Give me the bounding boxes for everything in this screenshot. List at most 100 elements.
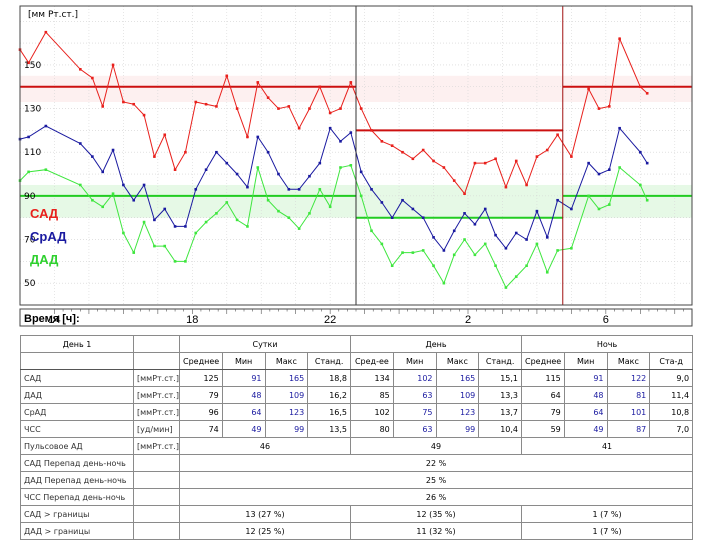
table-cell: 16,2 [307, 386, 352, 404]
data-point [184, 260, 187, 263]
data-point [421, 148, 425, 152]
data-point [525, 264, 528, 268]
data-point [256, 81, 260, 84]
data-point [225, 74, 229, 78]
table-cell: 99 [435, 420, 480, 438]
table-cell: 102 [392, 369, 437, 387]
row-unit: [ммРт.ст.] [133, 437, 180, 455]
table-cell: 63 [392, 386, 437, 404]
data-point [370, 229, 373, 233]
data-point [163, 207, 167, 211]
legend-sad: САД [30, 206, 59, 221]
data-point [535, 155, 539, 158]
column-header: Мин [563, 352, 608, 370]
table-row: САД > границы 13 (27 %) 12 (35 %) 1 (7 %) [20, 505, 694, 523]
data-point [308, 174, 311, 178]
data-point [297, 227, 301, 230]
table-cell: 75 [392, 403, 437, 421]
data-point [463, 212, 466, 215]
data-point [359, 194, 363, 198]
column-header: Мин [221, 352, 266, 370]
table-cell: 13,3 [478, 386, 523, 404]
data-point [225, 161, 229, 165]
table-cell: 87 [606, 420, 651, 438]
data-point [318, 85, 322, 89]
x-tick-label: 14 [48, 314, 60, 326]
data-point [194, 188, 198, 191]
data-point [153, 218, 156, 222]
table-row: ЧСС [уд/мин] 74 49 99 13,5 80 63 99 10,4 59 49 87 7,0 [20, 420, 694, 438]
data-point [370, 188, 373, 191]
data-point [639, 150, 642, 154]
row-unit [133, 454, 180, 472]
table-cell: 165 [435, 369, 480, 387]
data-point [463, 238, 466, 241]
data-point [514, 231, 518, 235]
data-point [204, 220, 208, 224]
data-point [215, 105, 218, 108]
data-point [194, 231, 198, 235]
table-cell: 134 [350, 369, 394, 387]
data-point [163, 133, 167, 137]
data-point [256, 135, 260, 139]
table-cell: 12 (35 %) [350, 505, 523, 523]
data-point [359, 107, 363, 110]
data-point [370, 129, 373, 132]
data-point [556, 198, 559, 202]
data-point [380, 140, 384, 143]
y-tick-label: 130 [24, 105, 41, 115]
data-point [525, 183, 528, 187]
bp-chart: [мм Рт.ст.] 150 130 110 90 70 50 САД СрАД ДАД… [18, 5, 693, 327]
data-point [142, 183, 146, 187]
data-point [256, 166, 260, 169]
data-point [597, 207, 601, 211]
data-point [287, 105, 291, 108]
data-point [235, 172, 239, 176]
data-point [235, 218, 239, 222]
data-point [111, 192, 115, 195]
data-point [142, 220, 146, 224]
data-point [246, 135, 249, 139]
column-header: Макс [606, 352, 651, 370]
table-row: ЧСС Перепад день-ночь 26 % [20, 488, 694, 506]
data-point [27, 61, 30, 65]
table-cell: 79 [521, 403, 565, 421]
data-point [339, 107, 342, 110]
row-label: ДАД Перепад день-ночь [20, 471, 134, 489]
data-point [597, 172, 601, 176]
data-point [153, 244, 156, 248]
row-label: Пульсовое АД [20, 437, 134, 455]
data-point [494, 157, 497, 161]
table-cell: 13,7 [478, 403, 523, 421]
table-cell: 18,8 [307, 369, 352, 387]
data-point [639, 183, 642, 187]
data-point [607, 168, 611, 171]
data-point [132, 102, 136, 106]
table-cell: 16,5 [307, 403, 352, 421]
data-point [318, 188, 322, 191]
data-point [421, 249, 425, 252]
column-header: Макс [264, 352, 309, 370]
data-point [184, 150, 187, 154]
data-point [204, 168, 208, 171]
row-label: ДАД [20, 386, 134, 404]
row-unit: [уд/мин] [133, 420, 180, 438]
group-header: Сутки [178, 335, 352, 353]
data-point [494, 233, 497, 237]
data-point [349, 164, 353, 167]
data-point [390, 216, 394, 220]
data-point [235, 107, 239, 110]
table-cell: 109 [435, 386, 480, 404]
data-point [132, 251, 136, 254]
table-cell: 64 [563, 403, 608, 421]
data-point [545, 270, 549, 274]
data-point [328, 205, 332, 209]
table-cell: 1 (7 %) [521, 505, 694, 523]
data-point [277, 172, 280, 176]
data-point [79, 183, 82, 187]
table-cell: 22 % [178, 454, 694, 472]
data-point [514, 275, 518, 278]
data-point [607, 203, 611, 206]
data-point [91, 198, 94, 202]
data-point [328, 111, 332, 115]
